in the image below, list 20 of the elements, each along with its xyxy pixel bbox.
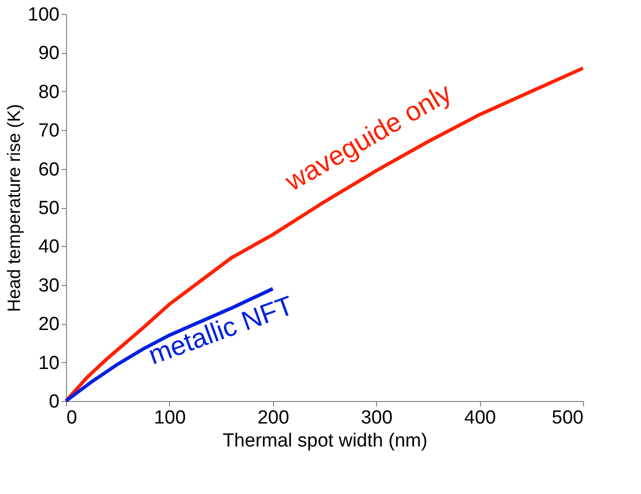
y-tick-label: 0 [48,392,60,412]
y-tick-label: 40 [38,236,60,258]
y-tick-label: 50 [38,198,60,219]
y-axis-title: Head temperature rise (K) [4,104,24,312]
y-tick-label: 90 [38,43,60,64]
y-tick-label: 30 [38,275,60,296]
y-tick-label: 100 [28,4,60,26]
x-axis-title: Thermal spot width (nm) [222,430,428,452]
y-tick-label: 80 [38,82,60,103]
y-tick-label: 70 [38,120,60,142]
x-tick-label: 100 [154,408,186,428]
x-tick-label: 0 [66,408,78,428]
y-tick-label: 60 [38,159,60,180]
y-tick-label: 20 [38,314,60,336]
x-tick-label: 200 [257,408,290,428]
y-tick-label: 10 [38,352,60,374]
x-tick-label: 500 [552,408,584,428]
x-tick-label: 400 [464,408,496,428]
text: metallic NFT [144,290,298,370]
x-tick-label: 300 [360,408,393,428]
